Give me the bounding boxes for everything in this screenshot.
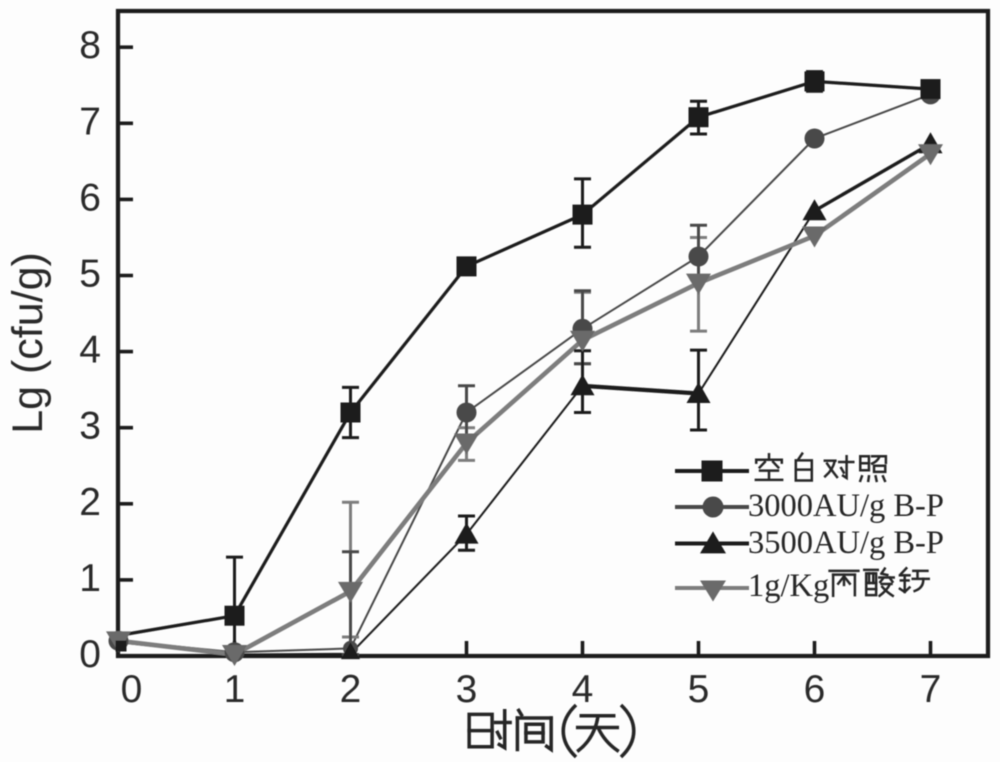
svg-text:7: 7 [920,668,942,711]
svg-text:7: 7 [79,100,101,143]
svg-text:6: 6 [79,176,101,219]
svg-text:2: 2 [340,668,362,711]
svg-text:8: 8 [79,24,101,67]
svg-text:5: 5 [688,668,710,711]
svg-text:1: 1 [79,557,101,600]
svg-text:3: 3 [79,405,101,448]
svg-text:0: 0 [121,668,143,711]
svg-text:3000AU/g B-P: 3000AU/g B-P [748,488,944,524]
svg-text:1g/Kg: 1g/Kg [748,568,829,604]
svg-text:0: 0 [79,633,101,676]
svg-text:2: 2 [79,481,101,524]
svg-text:3500AU/g B-P: 3500AU/g B-P [748,525,944,561]
svg-text:1: 1 [224,668,246,711]
svg-text:Lg (cfu/g): Lg (cfu/g) [4,252,52,434]
svg-text:3: 3 [456,668,478,711]
svg-text:4: 4 [79,329,101,372]
svg-text:4: 4 [572,668,594,711]
svg-text:5: 5 [79,253,101,296]
svg-text:6: 6 [804,668,826,711]
